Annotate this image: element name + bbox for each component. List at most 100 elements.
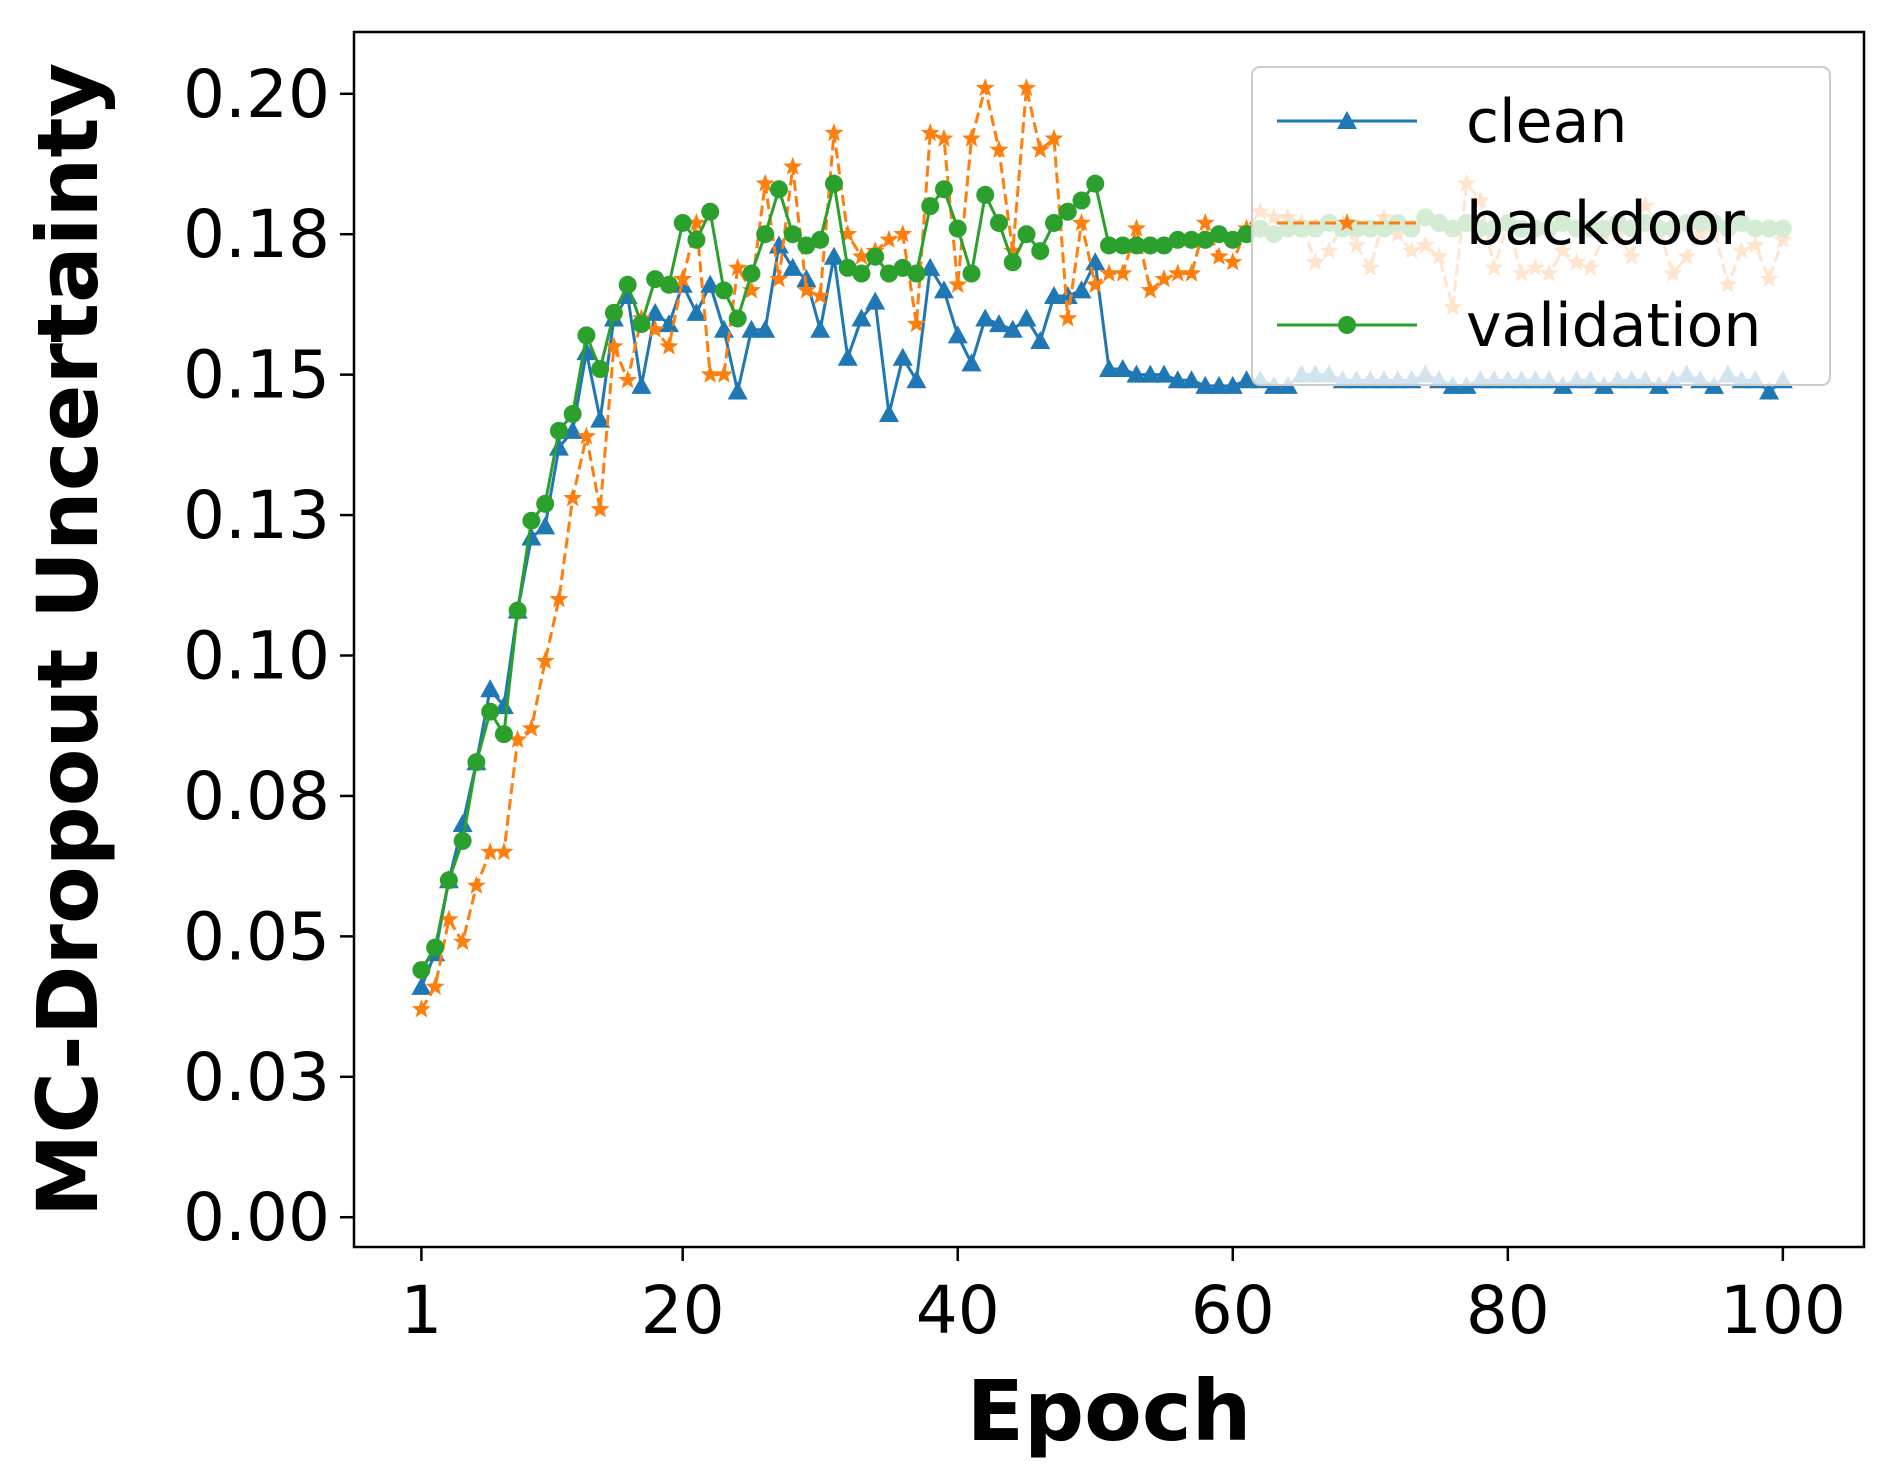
data-point-clean: [1181, 370, 1202, 389]
data-point-validation: [728, 309, 747, 328]
data-point-validation: [1003, 253, 1022, 272]
data-point-backdoor: [714, 364, 734, 383]
y-tick-label: 0.03: [183, 1039, 330, 1116]
data-point-clean: [755, 319, 776, 338]
data-point-backdoor: [480, 842, 500, 861]
data-point-validation: [948, 219, 967, 238]
data-point-clean: [1085, 252, 1106, 271]
data-point-backdoor: [411, 999, 431, 1018]
data-point-clean: [961, 353, 982, 372]
data-point-validation: [714, 281, 733, 300]
data-point-clean: [1016, 308, 1037, 327]
data-point-backdoor: [1168, 263, 1188, 282]
data-point-backdoor: [1099, 263, 1119, 282]
data-point-backdoor: [645, 319, 665, 338]
data-point-validation: [1210, 225, 1229, 244]
legend-item-validation: validation: [1277, 291, 1761, 361]
data-point-clean: [1099, 359, 1119, 378]
legend: clean backdoor validation: [1251, 66, 1831, 386]
data-point-backdoor: [934, 128, 954, 147]
data-point-backdoor: [893, 224, 913, 243]
data-point-clean: [727, 381, 748, 400]
data-point-backdoor: [659, 336, 679, 355]
data-point-backdoor: [796, 280, 816, 299]
data-point-validation: [934, 180, 953, 199]
data-point-backdoor: [1016, 78, 1036, 97]
data-point-backdoor: [686, 212, 706, 232]
data-point-clean: [686, 302, 707, 321]
data-point-validation: [962, 264, 981, 283]
data-point-validation: [536, 494, 555, 513]
y-tick-label: 0.15: [183, 337, 330, 414]
legend-label: validation: [1466, 291, 1761, 361]
data-point-validation: [673, 213, 692, 232]
data-point-clean: [1002, 319, 1023, 338]
data-point-validation: [907, 264, 926, 283]
data-point-backdoor: [439, 909, 459, 928]
data-point-clean: [906, 370, 927, 389]
data-point-validation: [426, 938, 445, 957]
data-point-validation: [646, 270, 665, 289]
data-point-clean: [1759, 381, 1780, 400]
x-tick-label: 80: [1466, 1272, 1550, 1349]
data-point-backdoor: [948, 274, 968, 293]
data-point-validation: [563, 404, 582, 423]
data-point-validation: [769, 180, 788, 199]
data-point-backdoor: [1113, 263, 1133, 282]
data-point-backdoor: [1003, 241, 1023, 260]
x-tick-label: 1: [400, 1272, 442, 1349]
data-point-clean: [947, 325, 968, 344]
data-point-backdoor: [604, 336, 624, 355]
data-point-backdoor: [920, 123, 940, 142]
legend-marker: [1337, 213, 1357, 232]
data-point-clean: [823, 246, 844, 265]
data-point-validation: [412, 961, 431, 980]
data-point-clean: [1222, 375, 1243, 394]
data-point-validation: [1196, 230, 1215, 249]
data-point-validation: [824, 174, 843, 193]
y-axis-title: MC-Dropout Uncertainty: [19, 63, 117, 1217]
data-point-backdoor: [728, 257, 748, 277]
data-point-validation: [1127, 236, 1146, 255]
legend-box: [1251, 66, 1831, 386]
data-point-clean: [810, 319, 831, 338]
data-point-clean: [1154, 364, 1175, 383]
data-point-clean: [521, 527, 542, 546]
data-point-validation: [1100, 236, 1118, 255]
data-point-backdoor: [1058, 308, 1078, 327]
data-point-clean: [493, 696, 514, 715]
data-point-validation: [838, 258, 857, 277]
data-point-validation: [811, 230, 830, 249]
data-point-clean: [1140, 364, 1161, 383]
data-point-validation: [632, 315, 651, 334]
data-point-clean: [562, 420, 583, 439]
data-point-validation: [549, 421, 568, 440]
data-point-backdoor: [494, 842, 514, 861]
y-tick-label: 0.20: [183, 56, 330, 133]
data-point-backdoor: [1126, 218, 1147, 237]
x-axis-title: Epoch: [967, 1362, 1252, 1460]
data-point-backdoor: [576, 426, 596, 445]
data-point-clean: [1195, 375, 1216, 394]
data-point-validation: [742, 264, 761, 283]
data-point-clean: [535, 516, 556, 535]
data-point-clean: [837, 347, 858, 366]
data-point-backdoor: [975, 78, 995, 97]
data-point-validation: [701, 202, 720, 221]
x-tick-label: 60: [1191, 1272, 1275, 1349]
legend-label: clean: [1466, 87, 1627, 157]
data-point-backdoor: [989, 139, 1009, 159]
data-point-backdoor: [535, 651, 555, 670]
data-point-clean: [741, 319, 762, 338]
data-point-backdoor: [700, 364, 720, 383]
data-point-backdoor: [1071, 212, 1092, 232]
data-point-validation: [893, 258, 912, 277]
data-point-backdoor: [1140, 280, 1160, 299]
data-point-backdoor: [879, 229, 899, 248]
data-point-clean: [878, 403, 899, 422]
legend-item-backdoor: backdoor: [1277, 189, 1745, 259]
data-point-validation: [1113, 236, 1132, 255]
data-point-validation: [508, 601, 527, 620]
data-point-backdoor: [1030, 139, 1050, 159]
data-point-validation: [1017, 225, 1036, 244]
